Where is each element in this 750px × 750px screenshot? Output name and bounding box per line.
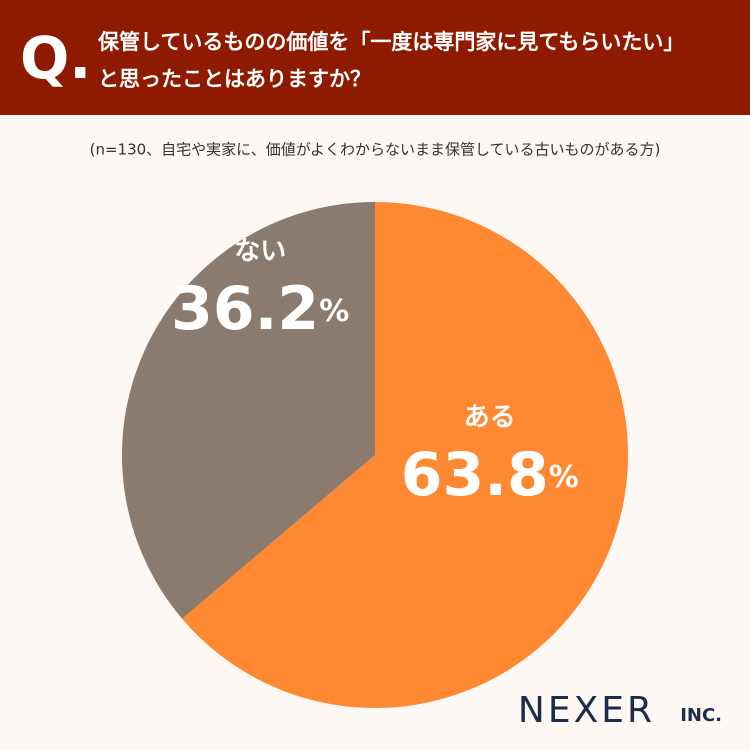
pie: ある 63.8% ない 36.2%	[122, 202, 629, 709]
brand-logo: NEXER	[518, 690, 655, 731]
chart-subtitle: (n=130、自宅や実家に、価値がよくわからないまま保管している古いものがある方…	[90, 141, 661, 159]
pie-slice	[182, 202, 629, 709]
chart-title: と思ったことはありますか？	[98, 67, 371, 91]
question-label: Q.	[20, 24, 91, 92]
chart-title: 保管しているものの価値を「一度は専門家に見てもらいたい」	[97, 30, 684, 54]
brand-suffix: INC.	[680, 705, 722, 726]
slice-category-label: ある	[464, 403, 516, 433]
slice-value-label: 36.2%	[171, 273, 349, 343]
slice-value-label: 63.8%	[401, 440, 579, 510]
header-band	[0, 0, 750, 115]
slice-category-label: ない	[234, 236, 286, 266]
pie-slice	[122, 202, 375, 619]
